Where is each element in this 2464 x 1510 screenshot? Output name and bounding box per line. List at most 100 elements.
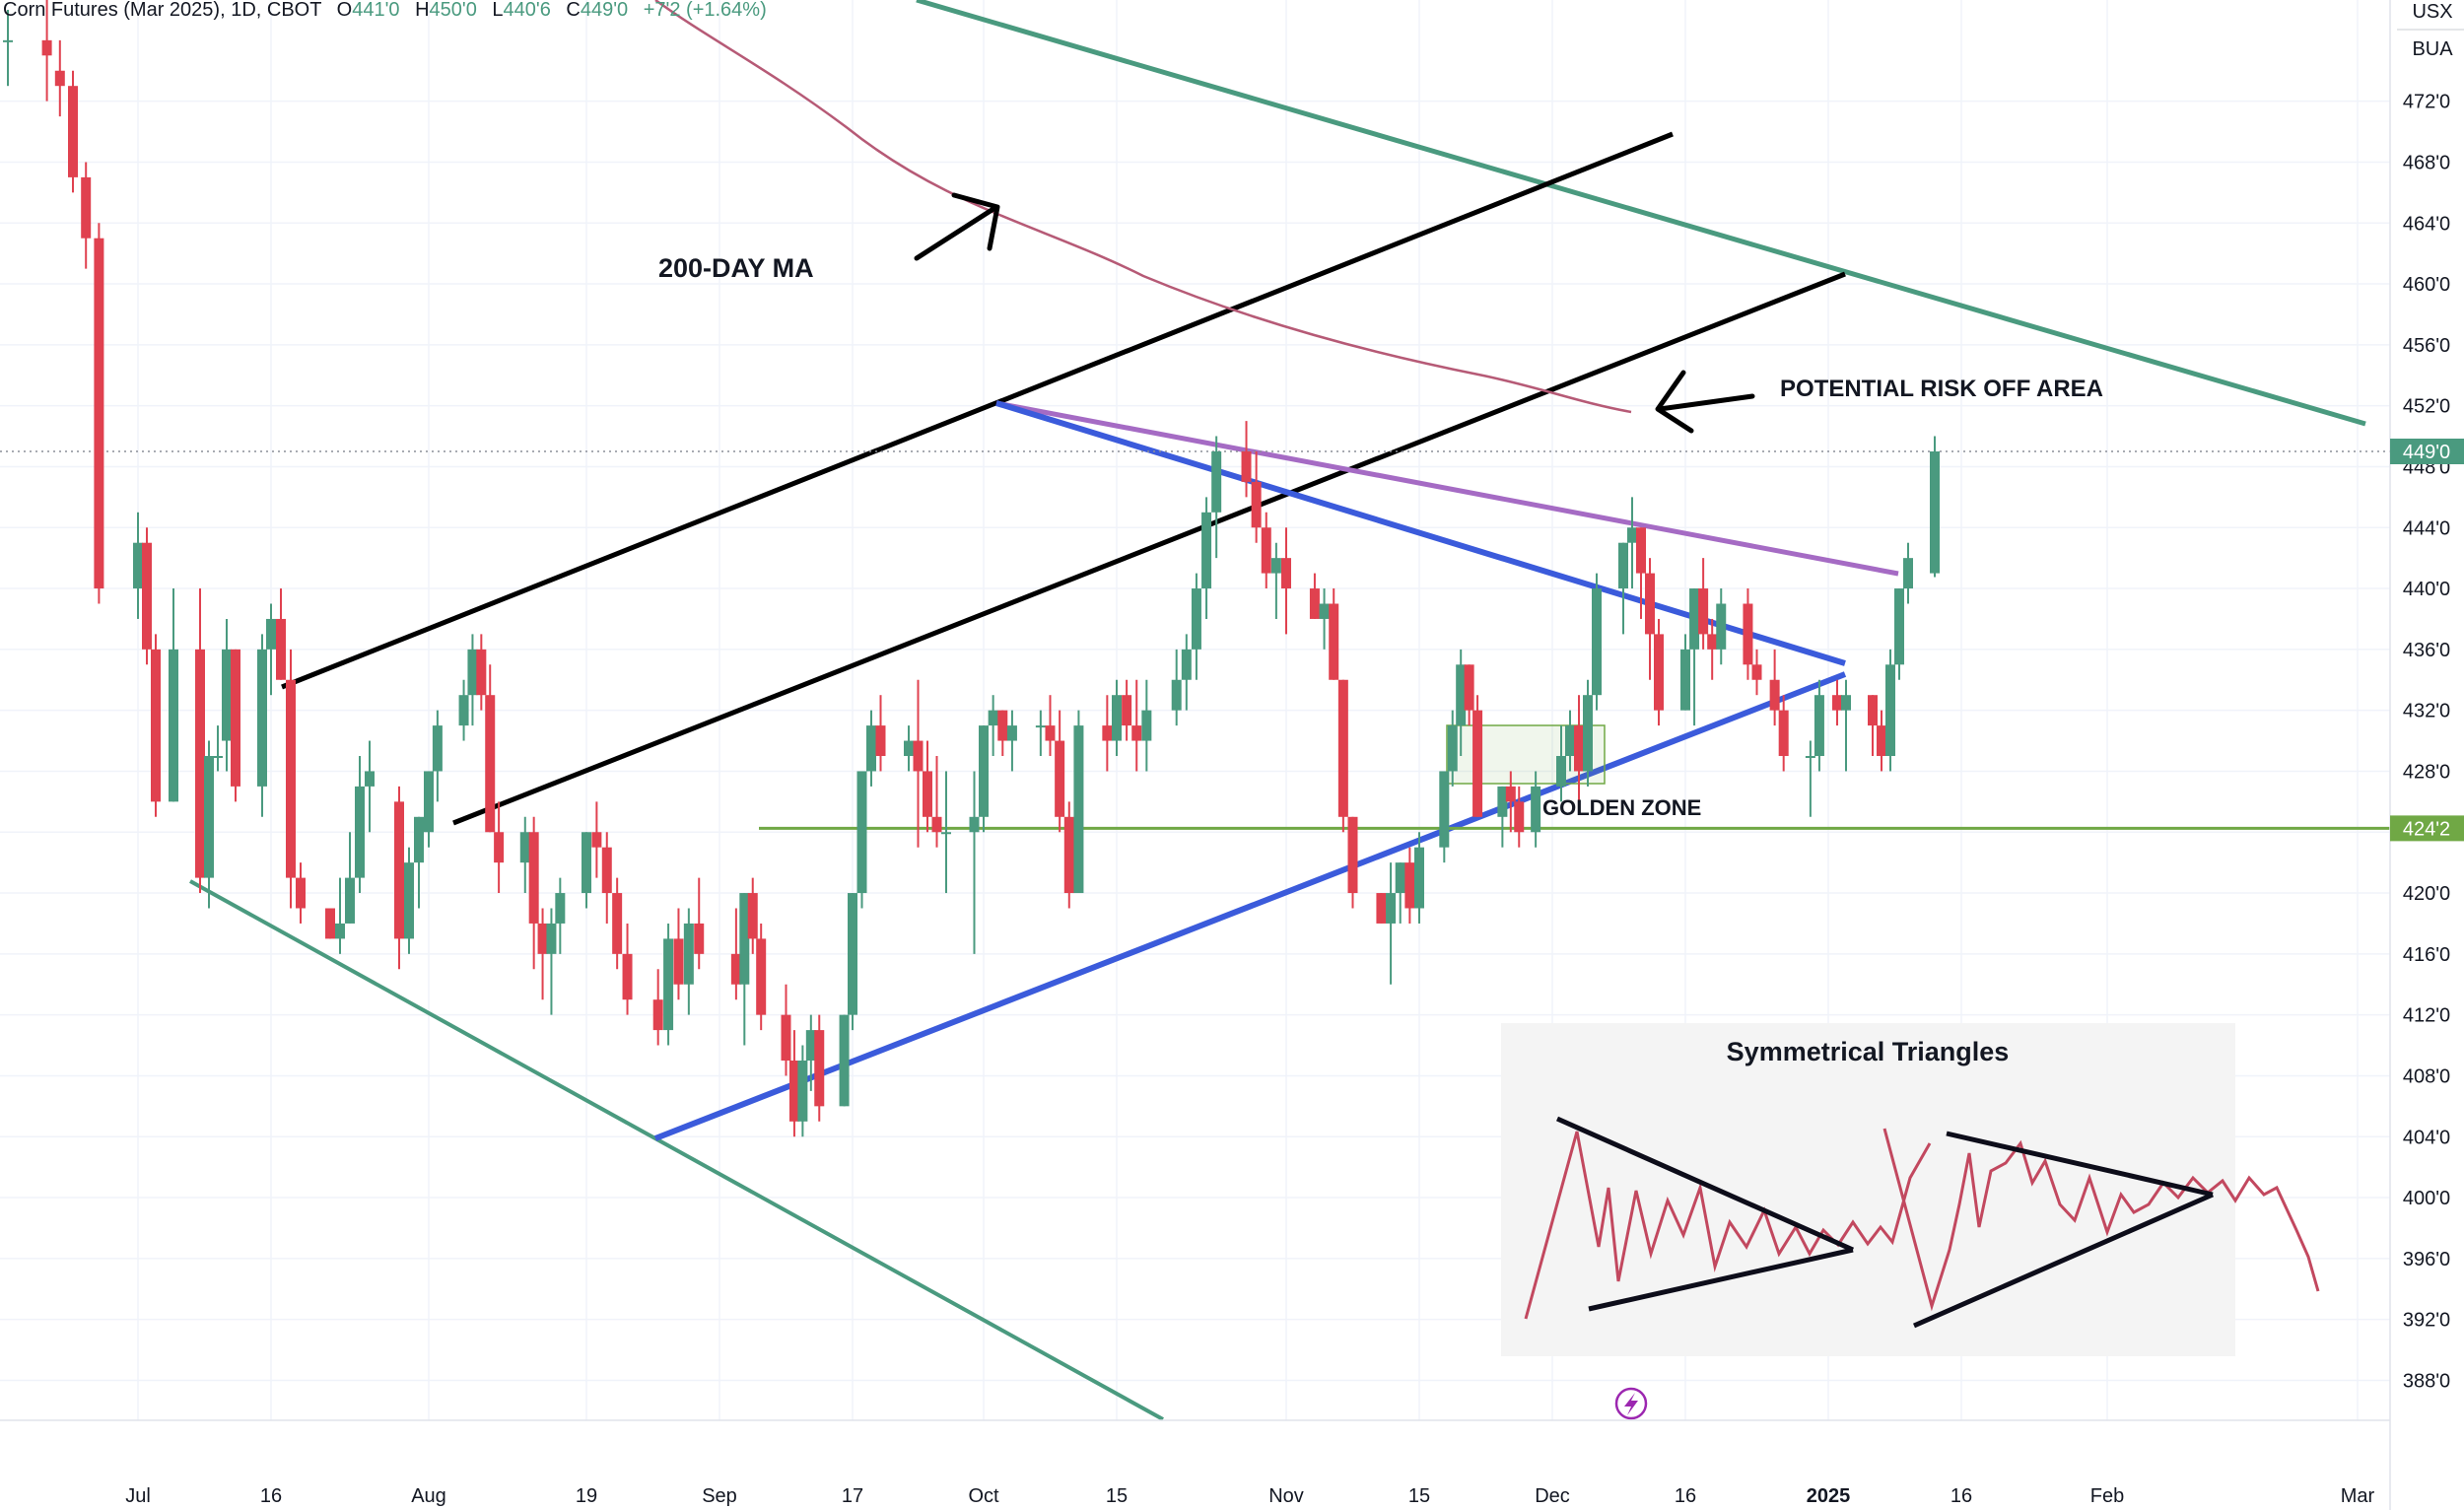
candle[interactable] bbox=[424, 771, 434, 848]
candle[interactable] bbox=[54, 39, 65, 117]
candle[interactable] bbox=[41, 0, 52, 102]
candle[interactable] bbox=[222, 618, 232, 772]
candle[interactable] bbox=[231, 649, 240, 802]
candle[interactable] bbox=[1141, 679, 1152, 772]
candle[interactable] bbox=[1404, 847, 1415, 924]
candle[interactable] bbox=[601, 832, 612, 924]
candle[interactable] bbox=[797, 1045, 808, 1137]
candle[interactable] bbox=[1716, 588, 1727, 665]
candle[interactable] bbox=[1347, 816, 1358, 909]
candle[interactable] bbox=[1439, 771, 1450, 863]
candle[interactable] bbox=[1171, 649, 1182, 726]
lower-descending-trendline[interactable] bbox=[189, 879, 1164, 1421]
candle[interactable] bbox=[747, 877, 758, 954]
candle[interactable] bbox=[1045, 695, 1056, 756]
candle[interactable] bbox=[1112, 679, 1122, 756]
candle[interactable] bbox=[805, 1014, 816, 1091]
candle[interactable] bbox=[1556, 725, 1566, 802]
candle[interactable] bbox=[1778, 695, 1789, 772]
candle[interactable] bbox=[81, 162, 92, 269]
candle[interactable] bbox=[286, 649, 296, 909]
upper-descending-trendline[interactable] bbox=[916, 0, 2366, 427]
candle[interactable] bbox=[266, 603, 276, 696]
candle[interactable] bbox=[3, 9, 13, 87]
candle[interactable] bbox=[1447, 710, 1458, 787]
candle[interactable] bbox=[1464, 664, 1474, 726]
lightning-icon[interactable] bbox=[1614, 1387, 1648, 1420]
candle[interactable] bbox=[68, 70, 78, 193]
candle[interactable] bbox=[1376, 893, 1387, 924]
candle[interactable] bbox=[519, 816, 530, 894]
candle[interactable] bbox=[1645, 558, 1655, 680]
candle[interactable] bbox=[931, 756, 942, 848]
candle[interactable] bbox=[1751, 649, 1762, 696]
candle[interactable] bbox=[1743, 588, 1753, 680]
candle[interactable] bbox=[1414, 832, 1424, 924]
candle[interactable] bbox=[1181, 634, 1192, 711]
candle[interactable] bbox=[365, 740, 375, 833]
candle[interactable] bbox=[394, 786, 404, 970]
candle[interactable] bbox=[923, 740, 932, 833]
candle[interactable] bbox=[1472, 695, 1483, 817]
candle[interactable] bbox=[988, 695, 998, 756]
candle[interactable] bbox=[739, 893, 750, 1046]
candle[interactable] bbox=[1841, 679, 1851, 772]
candle[interactable] bbox=[1885, 649, 1895, 772]
candle[interactable] bbox=[1241, 421, 1252, 498]
candle[interactable] bbox=[325, 908, 335, 939]
candle[interactable] bbox=[673, 908, 684, 1000]
candle[interactable] bbox=[432, 710, 443, 802]
candle[interactable] bbox=[151, 634, 161, 817]
candle[interactable] bbox=[1689, 588, 1700, 726]
candle[interactable] bbox=[1456, 649, 1467, 756]
candle[interactable] bbox=[1102, 695, 1113, 772]
candle[interactable] bbox=[1073, 710, 1084, 894]
candle[interactable] bbox=[1531, 771, 1541, 848]
candle[interactable] bbox=[1930, 436, 1940, 578]
candle[interactable] bbox=[848, 893, 857, 1031]
candle[interactable] bbox=[814, 1014, 825, 1122]
candle[interactable] bbox=[1281, 527, 1291, 635]
ma200-line[interactable] bbox=[654, 0, 1632, 414]
candle[interactable] bbox=[1698, 558, 1709, 650]
candle[interactable] bbox=[1505, 771, 1516, 833]
candle[interactable] bbox=[1131, 679, 1142, 772]
candle[interactable] bbox=[1565, 710, 1575, 772]
candle[interactable] bbox=[1636, 527, 1646, 619]
candle[interactable] bbox=[1386, 862, 1397, 985]
candle[interactable] bbox=[652, 969, 663, 1046]
candle[interactable] bbox=[1497, 786, 1508, 848]
candle[interactable] bbox=[296, 862, 306, 924]
candle[interactable] bbox=[169, 588, 178, 802]
candle[interactable] bbox=[1592, 573, 1602, 711]
candle[interactable] bbox=[213, 725, 223, 772]
candle[interactable] bbox=[1261, 512, 1271, 589]
candle[interactable] bbox=[1877, 710, 1886, 772]
candle[interactable] bbox=[1805, 740, 1815, 817]
candle[interactable] bbox=[458, 679, 469, 741]
candle[interactable] bbox=[1868, 695, 1878, 756]
candle[interactable] bbox=[904, 725, 914, 772]
candle[interactable] bbox=[345, 832, 355, 924]
candle[interactable] bbox=[1319, 588, 1330, 650]
candle[interactable] bbox=[1337, 679, 1348, 833]
candle[interactable] bbox=[866, 710, 876, 787]
candle[interactable] bbox=[788, 1030, 799, 1137]
candle[interactable] bbox=[1122, 679, 1132, 741]
candle[interactable] bbox=[195, 588, 205, 894]
candle[interactable] bbox=[476, 634, 487, 711]
candle[interactable] bbox=[414, 816, 424, 909]
candle[interactable] bbox=[612, 877, 623, 970]
candle[interactable] bbox=[969, 771, 980, 954]
candle[interactable] bbox=[941, 771, 951, 894]
candle[interactable] bbox=[1251, 451, 1262, 543]
candle[interactable] bbox=[355, 756, 365, 894]
candle[interactable] bbox=[1211, 436, 1222, 559]
candle[interactable] bbox=[1680, 634, 1690, 711]
candle[interactable] bbox=[1201, 497, 1212, 619]
candle[interactable] bbox=[781, 984, 791, 1076]
candle[interactable] bbox=[683, 908, 694, 1015]
candle[interactable] bbox=[133, 512, 143, 619]
candle[interactable] bbox=[839, 1014, 850, 1107]
candle[interactable] bbox=[485, 664, 496, 833]
